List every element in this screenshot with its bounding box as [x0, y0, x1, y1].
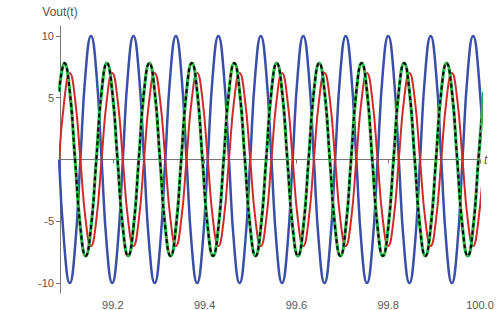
svg-text:t: t — [484, 153, 488, 167]
svg-text:10: 10 — [42, 30, 54, 42]
svg-text:99.6: 99.6 — [286, 299, 307, 310]
svg-text:-5: -5 — [44, 215, 54, 227]
svg-text:99.8: 99.8 — [377, 299, 398, 310]
svg-text:99.2: 99.2 — [102, 299, 123, 310]
svg-text:100.0: 100.0 — [466, 299, 494, 310]
svg-text:Vout(t): Vout(t) — [42, 5, 77, 19]
svg-text:5: 5 — [48, 92, 54, 104]
svg-text:-10: -10 — [38, 277, 54, 289]
svg-text:99.4: 99.4 — [194, 299, 215, 310]
